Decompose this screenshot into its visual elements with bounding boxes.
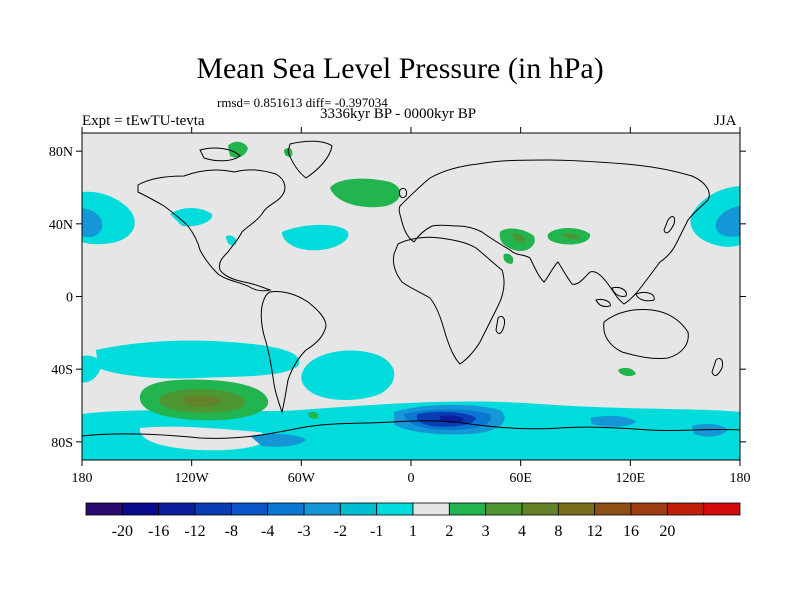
anomaly-east-antarctic — [692, 423, 728, 437]
colorbar-swatch — [703, 502, 741, 516]
colorbar-label: 20 — [659, 523, 675, 540]
chart-title: Mean Sea Level Pressure (in hPa) — [196, 52, 604, 85]
experiment-label: Expt = tEwTU-tevta — [82, 113, 205, 129]
y-tick-label: 40S — [51, 363, 73, 378]
coast-indonesia — [595, 287, 655, 307]
colorbar-swatch — [194, 502, 232, 516]
anomaly-south-pacific-west — [82, 355, 101, 383]
season-label: JJA — [714, 113, 737, 129]
x-tick-label: 60W — [288, 471, 316, 486]
anomaly-south-pacific-high-core — [183, 395, 222, 407]
colorbar-swatch — [448, 502, 487, 516]
colorbar-label: -1 — [370, 523, 383, 540]
colorbar-swatch — [376, 502, 414, 516]
anomaly-npac-west-core — [82, 208, 103, 238]
coastlines — [82, 140, 740, 439]
coast-antarctica — [82, 420, 740, 439]
colorbar-swatch — [85, 502, 123, 516]
y-tick-label: 40N — [49, 218, 73, 233]
anomaly-npac-east-core — [715, 206, 740, 237]
x-tick-label: 60E — [509, 471, 532, 486]
colorbar-swatch — [630, 502, 668, 516]
colorbar-label: -16 — [148, 523, 169, 540]
colorbar-swatch — [666, 502, 705, 516]
colorbar-label: 3 — [482, 523, 490, 540]
x-tick-label: 120W — [175, 471, 210, 486]
colorbar-label: 4 — [518, 523, 526, 540]
colorbar-swatch — [267, 502, 305, 516]
x-tick-label: 180 — [730, 471, 751, 486]
anomaly-small-atlantic — [226, 235, 237, 246]
stats-label: rmsd= 0.851613 diff= -0.397034 — [217, 95, 388, 110]
colorbar-swatch — [230, 502, 269, 516]
anomaly-greenland — [228, 141, 248, 158]
x-tick-label: 0 — [408, 471, 415, 486]
colorbar-label: -3 — [297, 523, 310, 540]
y-tick-label: 0 — [66, 291, 73, 306]
colorbar-label: 8 — [554, 523, 562, 540]
anomaly-arabia-core — [512, 233, 526, 243]
colorbar-label: -12 — [184, 523, 205, 540]
colorbar-label: 1 — [409, 523, 417, 540]
axes: 180 120W 60W 0 60E 120E 180 80N 40N 0 40S 80S — [49, 127, 751, 486]
coast-japan — [663, 216, 675, 234]
y-tick-label: 80N — [49, 145, 73, 160]
coast-europe-asia — [398, 159, 710, 305]
anomaly-north-atlantic — [330, 178, 401, 208]
anomaly-atlantic-west — [282, 224, 349, 251]
colorbar-label: 16 — [623, 523, 639, 540]
anomaly-ross-sea — [250, 433, 306, 447]
colorbar-swatch — [412, 502, 450, 516]
colorbar-label: -8 — [225, 523, 238, 540]
coast-britain — [399, 187, 407, 199]
period-label: 3336kyr BP - 0000kyr BP — [320, 106, 477, 122]
coast-north-america — [137, 169, 286, 292]
anomaly-antarctic-green — [308, 411, 319, 419]
coast-africa — [393, 236, 505, 365]
coast-australia — [603, 309, 689, 359]
coast-arctic-islands — [199, 147, 241, 162]
colorbar-swatch — [121, 502, 160, 516]
anomaly-indian-ocean — [618, 367, 636, 377]
coast-madagascar — [495, 315, 505, 334]
anomaly-pacific-sector — [590, 415, 636, 427]
colorbar-swatch — [521, 502, 559, 516]
colorbar-swatch — [158, 502, 196, 516]
anomaly-south-pacific — [96, 340, 300, 379]
x-tick-label: 120E — [616, 471, 646, 486]
colorbar-swatch — [594, 502, 632, 516]
colorbar: -20 -16 -12 -8 -4 -3 -2 -1 1 2 3 4 8 12 16 20 — [85, 502, 741, 540]
colorbar-label: -20 — [112, 523, 133, 540]
anomaly-fields — [82, 141, 740, 460]
colorbar-label: 2 — [445, 523, 453, 540]
coast-greenland — [287, 140, 333, 179]
anomaly-pacific-north — [170, 208, 213, 227]
x-tick-label: 180 — [72, 471, 93, 486]
coast-south-america — [260, 291, 327, 414]
colorbar-swatch — [557, 502, 596, 516]
colorbar-swatch — [339, 502, 378, 516]
anomaly-arabia-south — [503, 253, 514, 264]
colorbar-label: -4 — [261, 523, 274, 540]
anomaly-tibet-core — [562, 233, 580, 240]
anomaly-south-atlantic — [301, 350, 395, 400]
colorbar-swatch — [303, 502, 341, 516]
colorbar-label: -2 — [334, 523, 347, 540]
colorbar-label: 12 — [587, 523, 603, 540]
colorbar-swatch — [485, 502, 523, 516]
y-tick-label: 80S — [51, 436, 73, 451]
coast-new-zealand — [711, 357, 723, 376]
